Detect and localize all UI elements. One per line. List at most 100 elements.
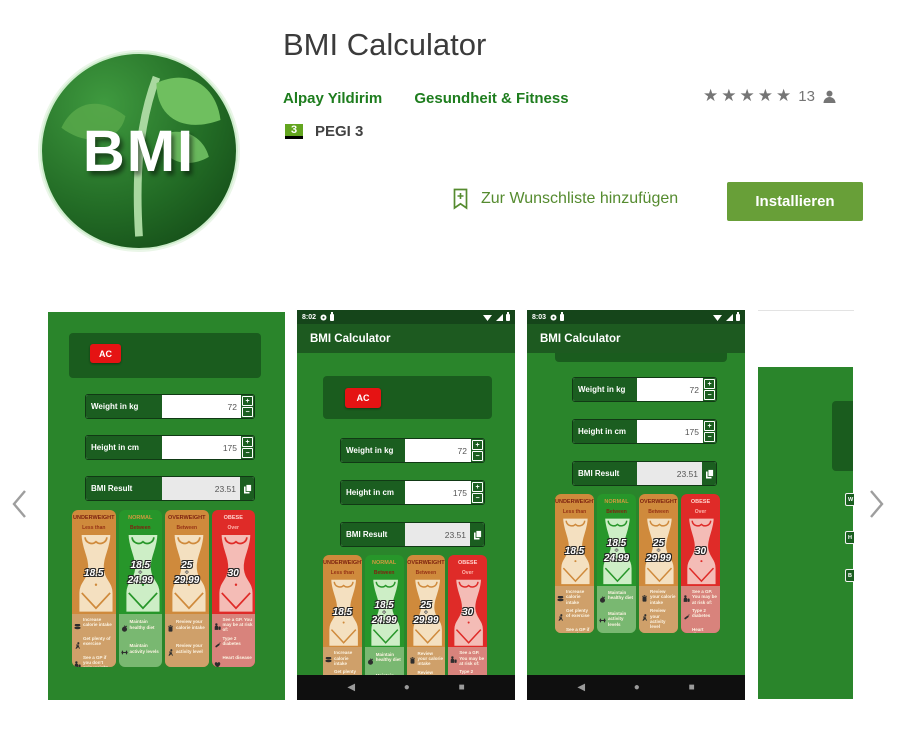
bmi-range-value: 18.5	[374, 599, 394, 611]
screenshot-4-partial[interactable]: W H B	[758, 310, 854, 700]
screenshot-1[interactable]: AC Weight in kg 72 + − Height in cm 175 + − BMI …	[48, 312, 285, 700]
row-value: 175	[161, 436, 241, 459]
wifi-icon	[483, 314, 492, 321]
bmi-category-underweight: UNDERWEIGHT Less than 18.5 Increase calorie…	[323, 555, 362, 675]
bmi-category-obese: OBESE Over 30 See a GP. You may be at risk …	[211, 510, 255, 667]
chevron-right-icon[interactable]	[866, 488, 886, 520]
runner-icon	[74, 636, 81, 654]
runner-icon	[557, 608, 564, 626]
category-name: OVERWEIGHT	[168, 515, 206, 521]
row-label: BMI Result	[86, 477, 162, 500]
tip-text: Maintain healthy diet	[375, 651, 401, 662]
tip-item: See a GP. You may be at risk of:	[683, 589, 718, 607]
calc-row: Weight in kg 72 + −	[340, 438, 485, 463]
row-value: 23.51	[637, 462, 702, 485]
app-logo-text: BMI	[82, 118, 196, 184]
stepper: + −	[241, 395, 254, 418]
tip-text: Maintain activity levels	[608, 610, 627, 627]
install-button[interactable]: Installieren	[727, 182, 863, 221]
tip-item: Get plenty of exercise	[74, 636, 114, 654]
dash: -	[615, 547, 618, 555]
tip-item: Heart disease	[683, 627, 718, 633]
star-icon: ★	[739, 86, 758, 105]
stepper: + −	[241, 436, 254, 459]
apple-icon	[121, 619, 128, 637]
back-icon: ◀	[577, 682, 586, 693]
recents-icon: ■	[458, 682, 465, 693]
rating-summary: ★★★★★ 13	[703, 86, 837, 106]
category-qualifier: Over	[461, 570, 474, 576]
category-qualifier: Between	[129, 525, 151, 531]
category-tips: Increase calorie intake Get plenty of exe…	[555, 585, 594, 633]
category-tips: See a GP. You may be at risk of: Type 2 d…	[681, 585, 720, 633]
calc-row: Height in cm 175 + −	[85, 435, 255, 460]
runner-icon	[325, 669, 332, 675]
row-label: Weight in kg	[573, 378, 638, 401]
tip-item: Increase calorie intake	[325, 650, 360, 668]
wishlist-button[interactable]: Zur Wunschliste hinzufügen	[452, 188, 678, 210]
tip-item: Type 2 diabetes	[214, 636, 254, 654]
bmi-range-value: 24.99	[371, 614, 397, 626]
calc-row: Weight in kg 72 + −	[572, 377, 717, 402]
category-qualifier: Over	[227, 525, 239, 531]
tip-text: See a GP if you don't gain weight	[566, 626, 590, 633]
star-icon: ★	[776, 86, 795, 105]
tip-text: Maintain healthy diet	[608, 589, 634, 601]
category-link[interactable]: Gesundheit & Fitness	[414, 90, 569, 107]
app-bar-title: BMI Calculator	[527, 324, 745, 353]
tip-text: See a GP. You may be at risk of:	[692, 588, 717, 605]
plus-icon: +	[472, 482, 483, 492]
minus-icon: −	[472, 451, 483, 461]
row-label: Height in cm	[573, 420, 638, 443]
row-label: Height in cm	[86, 436, 162, 459]
chevron-left-icon[interactable]	[10, 488, 30, 520]
heart-icon	[683, 627, 690, 633]
copy-icon	[240, 477, 254, 500]
row-label-partial: W	[845, 493, 854, 506]
tip-text: Get plenty of exercise	[334, 669, 358, 675]
screenshot-2[interactable]: 8:02 BMI Calculator AC Weight in kg 72 + − H…	[297, 310, 515, 700]
rating-count: 13	[798, 87, 815, 105]
body-figure	[685, 517, 718, 586]
wifi-icon	[713, 314, 722, 321]
bmi-category-normal: NORMAL Between 18.5-24.99 Maintain healthy …	[364, 555, 404, 675]
copy-icon	[702, 462, 716, 485]
row-value: 175	[405, 481, 471, 504]
developer-link[interactable]: Alpay Yildirim	[283, 90, 383, 107]
tip-text: Maintain healthy diet	[129, 619, 155, 630]
category-tips: Maintain healthy diet Maintain activity l…	[597, 585, 636, 633]
back-icon: ◀	[347, 682, 356, 693]
apple-icon	[599, 590, 606, 608]
leaf-graphic	[61, 75, 221, 237]
heart-icon	[214, 655, 221, 667]
meal-icon	[325, 650, 332, 668]
android-nav-bar: ◀ ● ■	[527, 675, 745, 700]
bmi-range-value: 29.99	[174, 575, 200, 587]
tip-text: Review your calorie intake	[176, 619, 205, 630]
sd-card-icon	[330, 312, 335, 321]
bmi-category-overweight: OVERWEIGHT Between 25-29.99 Review your cal…	[406, 555, 446, 675]
user-icon	[823, 90, 836, 103]
bmi-category-chart: UNDERWEIGHT Less than 18.5 Increase calorie…	[72, 510, 255, 667]
star-icon: ★	[703, 86, 722, 105]
tip-item: Maintain activity levels	[599, 611, 634, 629]
star-rating: ★★★★★	[703, 86, 794, 106]
tip-item: Review your activity level	[167, 643, 207, 661]
row-label: BMI Result	[341, 523, 406, 546]
plus-icon: +	[242, 437, 253, 447]
app-bar-title: BMI Calculator	[297, 324, 515, 353]
tip-text: Heart disease	[222, 654, 252, 660]
row-label: BMI Result	[573, 462, 638, 485]
tip-item: Type 2 diabetes	[450, 669, 485, 675]
body-figure	[170, 533, 208, 614]
tip-text: See a GP. You may be at risk of:	[459, 650, 485, 667]
row-value: 72	[637, 378, 703, 401]
category-tips: Maintain healthy diet Maintain activity l…	[364, 647, 404, 675]
stepper: + −	[471, 439, 484, 462]
runner-icon	[641, 608, 648, 626]
trash-icon	[409, 651, 416, 669]
row-label: Height in cm	[341, 481, 406, 504]
screenshot-3[interactable]: 8:03 BMI Calculator Weight in kg 72 + − Heig…	[527, 310, 745, 700]
bookmark-plus-icon	[453, 188, 468, 210]
